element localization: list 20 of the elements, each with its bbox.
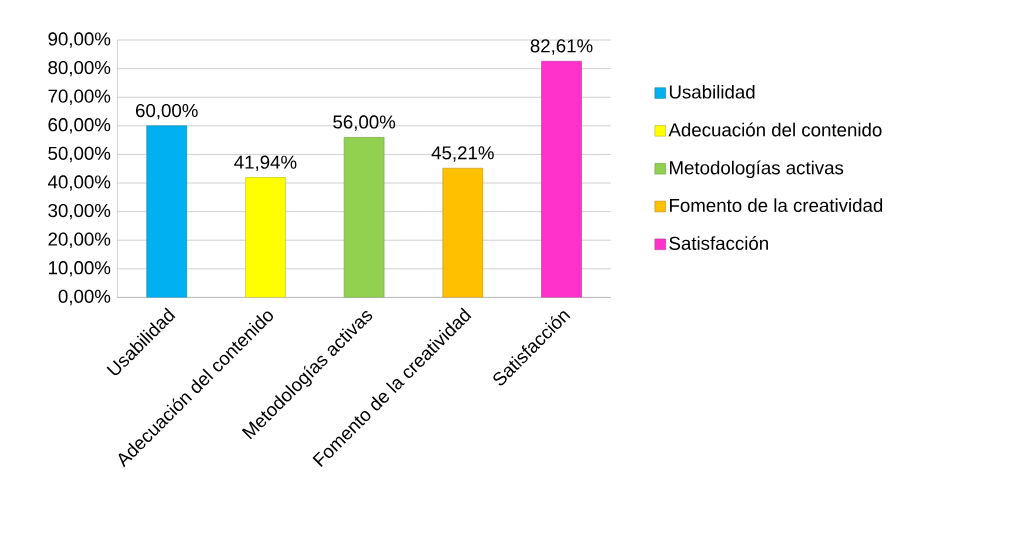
- legend-label: Fomento de la creatividad: [670, 198, 883, 213]
- data-label: 60,00%: [136, 104, 198, 120]
- y-tick-label: 20,00%: [48, 232, 111, 249]
- y-tick-label: 80,00%: [48, 61, 111, 77]
- y-tick-label: 60,00%: [48, 118, 111, 134]
- data-label: 56,00%: [333, 115, 396, 132]
- y-tick-label: 10,00%: [48, 261, 111, 277]
- y-tick-label: 50,00%: [48, 146, 111, 163]
- data-label: 45,21%: [431, 146, 494, 162]
- y-tick-label: 90,00%: [48, 32, 111, 48]
- y-tick-label: 0,00%: [58, 289, 111, 306]
- legend-label: Adecuación del contenido: [668, 122, 882, 137]
- y-tick-label: 70,00%: [48, 89, 111, 106]
- y-tick-label: 40,00%: [47, 175, 111, 191]
- legend-label: Metodologías activas: [670, 160, 844, 179]
- data-label: 82,61%: [530, 39, 593, 55]
- y-tick-label: 30,00%: [48, 204, 111, 220]
- legend-label: Satisfacción: [669, 236, 768, 251]
- legend-label: Usabilidad: [669, 85, 755, 99]
- data-label: 41,94%: [234, 155, 297, 172]
